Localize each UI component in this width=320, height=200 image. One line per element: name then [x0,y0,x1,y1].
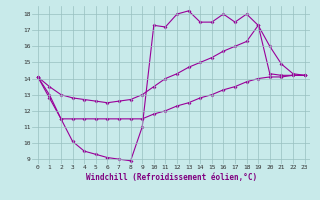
X-axis label: Windchill (Refroidissement éolien,°C): Windchill (Refroidissement éolien,°C) [86,173,257,182]
